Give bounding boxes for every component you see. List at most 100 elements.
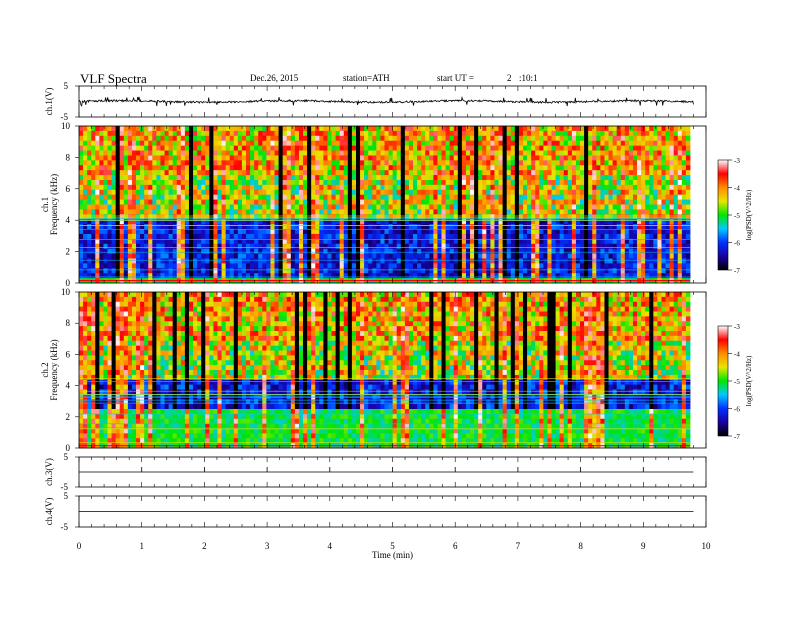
- spectrogram-cell: [531, 244, 535, 249]
- spectrogram-cell: [91, 365, 95, 370]
- spectrogram-cell: [633, 244, 637, 249]
- spectrogram-cell: [193, 175, 197, 180]
- spectrogram-cell: [323, 205, 327, 210]
- spectrogram-cell: [360, 244, 364, 249]
- spectrogram-cell: [421, 209, 425, 214]
- spectrogram-cell: [205, 205, 209, 210]
- spectrogram-cell: [385, 258, 389, 263]
- spectrogram-cell: [666, 268, 670, 273]
- spectrogram-cell: [674, 160, 678, 165]
- spectrogram-cell: [140, 151, 144, 156]
- spectrogram-cell: [279, 273, 283, 278]
- spectrogram-cell: [527, 141, 531, 146]
- spectrogram-cell: [87, 336, 91, 341]
- spectrogram-cell: [527, 170, 531, 175]
- spectrogram-cell: [686, 205, 690, 210]
- spectrogram-cell: [678, 273, 682, 278]
- spectrogram-cell: [413, 224, 417, 229]
- spectrogram-cell: [222, 195, 226, 200]
- spectrogram-cell: [91, 136, 95, 141]
- spectrogram-cell: [169, 175, 173, 180]
- spectrogram-cell: [682, 131, 686, 136]
- spectrogram-cell: [588, 195, 592, 200]
- spectrogram-cell: [307, 273, 311, 278]
- spectrogram-cell: [515, 205, 519, 210]
- spectrogram-cell: [519, 209, 523, 214]
- spectrogram-cell: [486, 136, 490, 141]
- spectrogram-cell: [246, 160, 250, 165]
- spectrogram-cell: [649, 190, 653, 195]
- spectrogram-cell: [686, 263, 690, 268]
- spectrogram-cell: [572, 229, 576, 234]
- spectrogram-cell: [136, 200, 140, 205]
- spectrogram-cell: [91, 404, 95, 409]
- spectrogram-cell: [580, 185, 584, 190]
- spectrogram-cell: [209, 258, 213, 263]
- spectrogram-cell: [193, 185, 197, 190]
- spectrogram-cell: [380, 234, 384, 239]
- spectrogram-cell: [193, 126, 197, 131]
- spectrogram-cell: [437, 209, 441, 214]
- spectrogram-cell: [352, 180, 356, 185]
- spectrogram-cell: [344, 180, 348, 185]
- spectrogram-cell: [576, 165, 580, 170]
- spectrogram-cell: [486, 205, 490, 210]
- spectrogram-cell: [124, 229, 128, 234]
- spectrogram-cell: [442, 126, 446, 131]
- spectrogram-cell: [482, 273, 486, 278]
- spectrogram-cell: [670, 258, 674, 263]
- spectrogram-cell: [83, 249, 87, 254]
- spectrogram-cell: [617, 155, 621, 160]
- spectrogram-cell: [189, 209, 193, 214]
- spectrogram-cell: [535, 273, 539, 278]
- spectrogram-cell: [442, 146, 446, 151]
- spectrogram-cell: [405, 180, 409, 185]
- spectrogram-cell: [246, 175, 250, 180]
- spectrogram-cell: [217, 165, 221, 170]
- spectrogram-cell: [124, 175, 128, 180]
- spectrogram-cell: [270, 234, 274, 239]
- spectrogram-cell: [376, 195, 380, 200]
- spectrogram-cell: [360, 146, 364, 151]
- spectrogram-cell: [315, 141, 319, 146]
- spectrogram-cell: [446, 195, 450, 200]
- spectrogram-cell: [507, 190, 511, 195]
- spectrogram-cell: [446, 160, 450, 165]
- spectrogram-cell: [209, 200, 213, 205]
- spectrogram-cell: [437, 170, 441, 175]
- spectrogram-cell: [446, 151, 450, 156]
- spectrogram-cell: [539, 205, 543, 210]
- spectrogram-cell: [649, 224, 653, 229]
- spectrogram-cell: [209, 170, 213, 175]
- spectrogram-cell: [442, 185, 446, 190]
- spectrogram-cell: [617, 249, 621, 254]
- spectrogram-cell: [621, 151, 625, 156]
- spectrogram-cell: [661, 258, 665, 263]
- spectrogram-cell: [600, 165, 604, 170]
- spectrogram-cell: [242, 263, 246, 268]
- spectrogram-cell: [661, 214, 665, 219]
- spectrogram-cell: [213, 234, 217, 239]
- spectrogram-cell: [511, 160, 515, 165]
- spectrogram-cell: [588, 170, 592, 175]
- spectrogram-cell: [108, 224, 112, 229]
- spectrogram-cell: [568, 263, 572, 268]
- spectrogram-cell: [393, 165, 397, 170]
- spectrogram-cell: [238, 273, 242, 278]
- spectrogram-cell: [576, 273, 580, 278]
- spectrogram-cell: [152, 205, 156, 210]
- spectrogram-cell: [258, 205, 262, 210]
- spectrogram-cell: [197, 185, 201, 190]
- spectrogram-cell: [572, 209, 576, 214]
- spectrogram-cell: [99, 224, 103, 229]
- spectrogram-cell: [348, 249, 352, 254]
- spectrogram-cell: [230, 244, 234, 249]
- spectrogram-cell: [466, 195, 470, 200]
- spectrogram-cell: [185, 214, 189, 219]
- spectrogram-cell: [344, 185, 348, 190]
- spectrogram-cell: [144, 224, 148, 229]
- spectrogram-cell: [547, 185, 551, 190]
- spectrogram-cell: [91, 419, 95, 424]
- spectrogram-cell: [547, 175, 551, 180]
- spectrogram-cell: [169, 131, 173, 136]
